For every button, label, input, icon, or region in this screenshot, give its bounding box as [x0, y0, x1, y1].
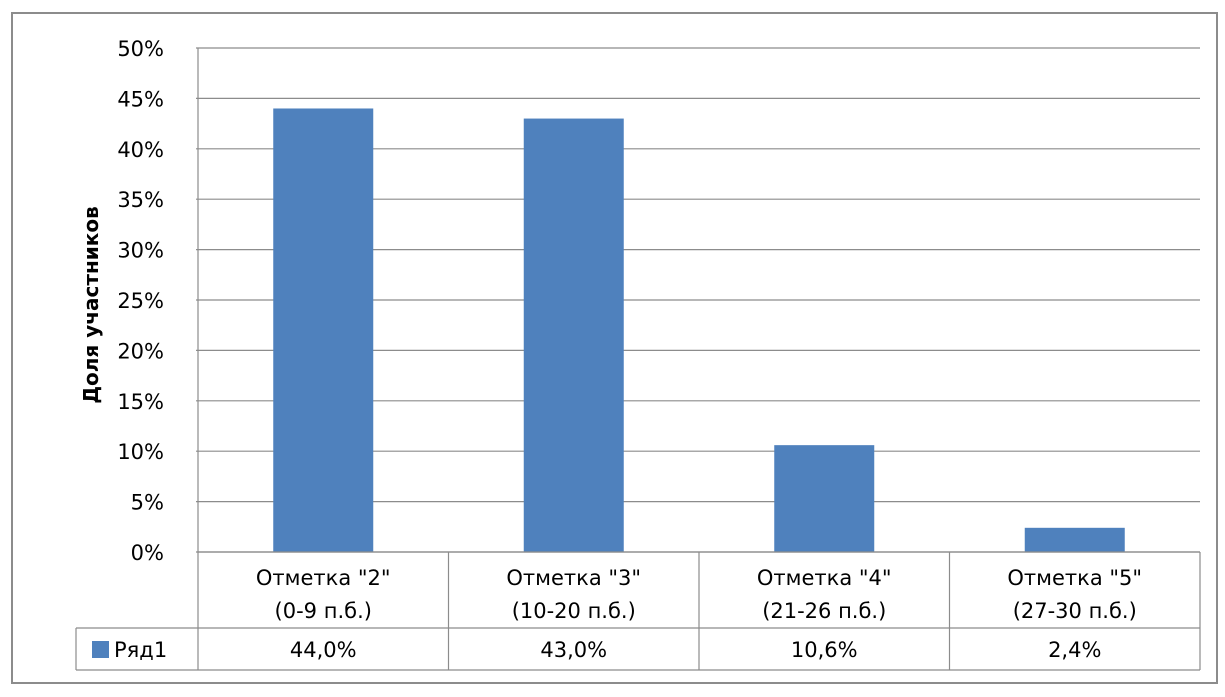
data-table-value: 2,4%: [1048, 638, 1101, 662]
category-label: Отметка "3": [506, 566, 641, 590]
y-tick-label: 15%: [117, 390, 164, 414]
category-label: Отметка "2": [256, 566, 391, 590]
data-table-value: 44,0%: [290, 638, 357, 662]
category-label: (0-9 п.б.): [275, 599, 372, 623]
category-label: (10-20 п.б.): [512, 599, 636, 623]
bar: [1024, 527, 1125, 552]
bar: [273, 108, 374, 552]
y-tick-label: 20%: [117, 339, 164, 363]
data-table: Отметка "2" (0-9 п.б.) Отметка "3" (10-20 п…: [75, 551, 1201, 671]
category-label: (27-30 п.б.): [1013, 599, 1137, 623]
bars: [273, 108, 1125, 552]
y-tick-label: 45%: [117, 87, 164, 111]
y-tick-label: 25%: [117, 289, 164, 313]
data-table-value: 10,6%: [791, 638, 858, 662]
bar: [774, 445, 875, 552]
data-table-value: 43,0%: [540, 638, 607, 662]
y-axis-label: Доля участников: [79, 206, 103, 404]
bar: [523, 118, 624, 552]
category-label: Отметка "4": [757, 566, 892, 590]
legend-swatch: [92, 641, 109, 658]
y-tick-label: 0%: [131, 541, 164, 565]
y-tick-labels: 0% 5% 10% 15% 20% 25% 30% 35% 40% 45% 50%: [117, 37, 164, 565]
y-tick-label: 40%: [117, 138, 164, 162]
y-tick-label: 50%: [117, 37, 164, 61]
y-tick-label: 30%: [117, 239, 164, 263]
y-tick-label: 10%: [117, 440, 164, 464]
legend-label: Ряд1: [114, 638, 167, 662]
category-label: Отметка "5": [1007, 566, 1142, 590]
y-tick-label: 35%: [117, 188, 164, 212]
y-tick-label: 5%: [131, 491, 164, 515]
category-label: (21-26 п.б.): [762, 599, 886, 623]
